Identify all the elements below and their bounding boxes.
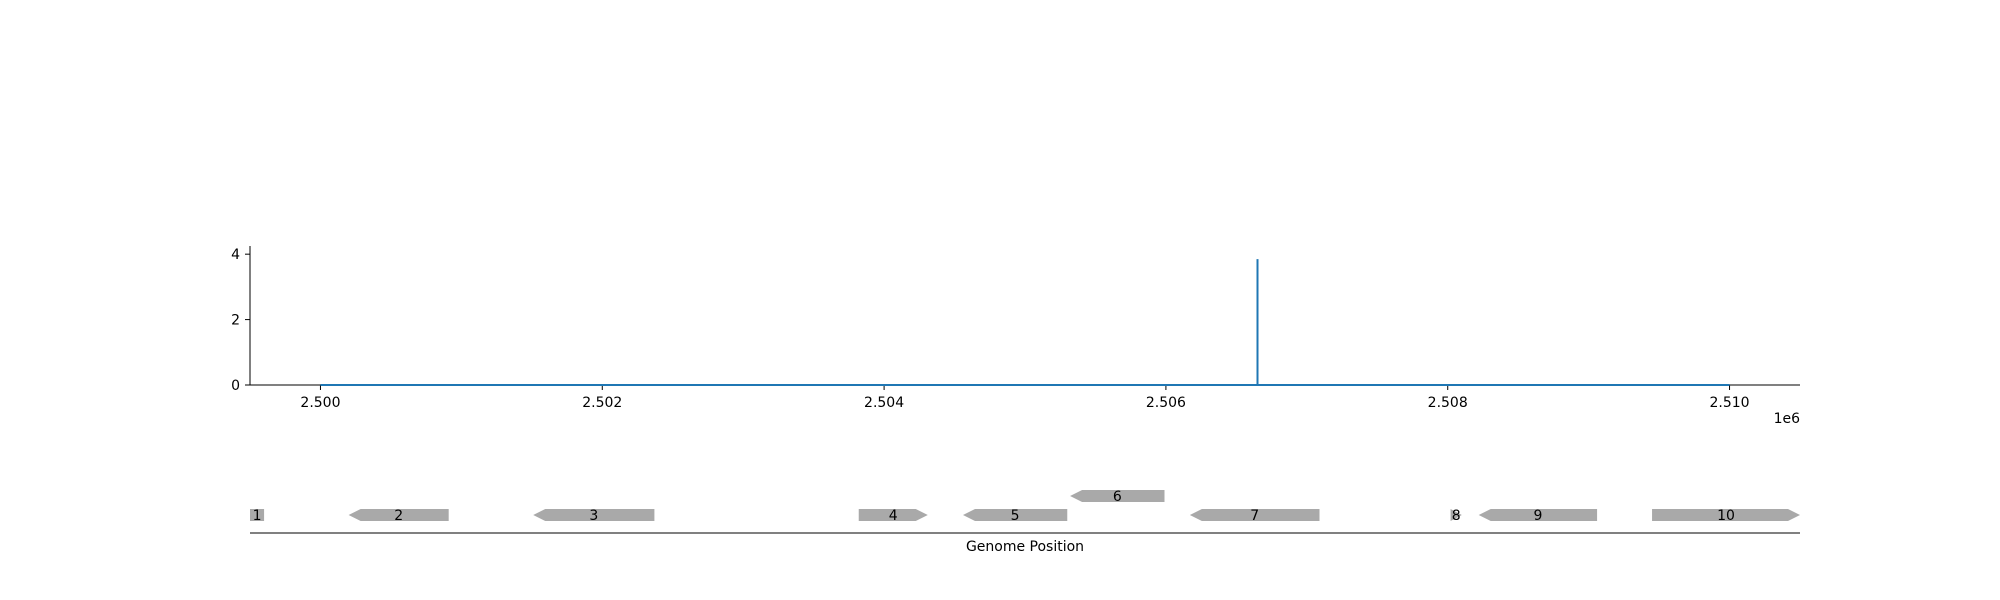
gene-label: 3 [589,508,598,524]
gene-arrow [250,509,265,521]
gene-label: 10 [1717,508,1735,524]
gene-label: 2 [394,508,403,524]
gene-label: 9 [1533,508,1542,524]
x-tick-label: 2.506 [1146,395,1186,411]
gene-arrows: 1 2 3 4 5 6 7 8 9 10 [250,489,1800,524]
y-tick-label: 4 [231,247,240,263]
x-tick-label: 2.504 [864,395,904,411]
y-tick-label: 2 [231,313,240,329]
y-tick-label: 0 [231,378,240,394]
x-tick-label: 2.508 [1428,395,1468,411]
gene-shapes [250,490,1800,521]
gene-arrow [858,509,928,521]
gene-track: 1 2 3 4 5 6 7 8 9 10 Genome Position [250,489,1800,555]
x-tick-label: 2.502 [582,395,622,411]
gene-arrow [1189,509,1320,521]
coverage-plot: 2.500 2.502 2.504 2.506 2.508 2.510 0 2 4 1e6 [231,246,1800,427]
gene-arrow [348,509,449,521]
gene-arrow [533,509,655,521]
x-tick-label: 2.510 [1709,395,1749,411]
coverage-y-ticks: 0 2 4 [231,247,250,394]
coverage-series-line [320,259,1730,386]
gene-arrow [1450,509,1462,521]
gene-arrow [1478,509,1598,521]
gene-arrow [1652,509,1800,521]
x-tick-label: 2.500 [300,395,340,411]
gene-label: 7 [1250,508,1259,524]
gene-label: 4 [889,508,898,524]
genome-position-label: Genome Position [966,539,1084,555]
gene-label: 8 [1452,508,1461,524]
gene-label: 1 [253,508,262,524]
gene-label: 5 [1011,508,1020,524]
gene-label: 6 [1113,489,1122,505]
x-offset-label: 1e6 [1774,411,1801,427]
gene-arrow [1070,490,1165,502]
gene-arrow [963,509,1068,521]
coverage-x-ticks: 2.500 2.502 2.504 2.506 2.508 2.510 [300,385,1750,411]
